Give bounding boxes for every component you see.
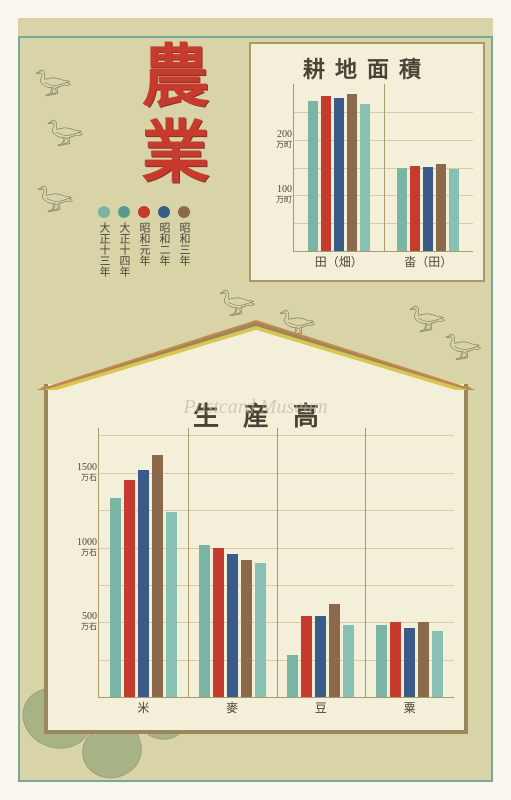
bar — [432, 631, 443, 697]
legend-dot — [158, 206, 170, 218]
page-title: 農業 — [120, 40, 219, 192]
top-chart-plot: 100万町200万町田（畑）畓（田） — [293, 84, 473, 252]
bar — [423, 167, 433, 251]
bar — [227, 554, 238, 697]
bar — [110, 498, 121, 697]
bar — [334, 98, 344, 251]
legend-dot — [118, 206, 130, 218]
legend-item: 大正十三年 — [96, 206, 112, 277]
bar — [360, 104, 370, 251]
legend-label: 大正十三年 — [96, 222, 112, 277]
legend-item: 昭和二年 — [156, 206, 172, 277]
bar — [152, 455, 163, 697]
bird-icon: 𓅬 — [45, 107, 87, 154]
top-chart: 耕地面積 100万町200万町田（畑）畓（田） — [249, 42, 485, 282]
bottom-chart-plot: 500万石1000万石1500万石米麥豆粟 — [98, 428, 454, 698]
bar — [390, 622, 401, 697]
bar — [343, 625, 354, 697]
legend-label: 昭和三年 — [176, 222, 192, 266]
legend-item: 大正十四年 — [116, 206, 132, 277]
legend-dot — [178, 206, 190, 218]
house-roof — [40, 324, 472, 388]
legend-label: 大正十四年 — [116, 222, 132, 277]
bar — [436, 164, 446, 251]
bottom-chart: 生産高 500万石1000万石1500万石米麥豆粟 — [44, 324, 468, 734]
bar — [255, 563, 266, 698]
bar — [376, 625, 387, 697]
y-tick: 100万町 — [252, 185, 294, 205]
bar — [124, 480, 135, 697]
bird-icon: 𓅬 — [33, 57, 75, 104]
bar — [241, 560, 252, 697]
bar — [287, 655, 298, 697]
bar — [301, 616, 312, 697]
bar — [315, 616, 326, 697]
legend-item: 昭和元年 — [136, 206, 152, 277]
legend-dot — [138, 206, 150, 218]
y-tick: 200万町 — [252, 130, 294, 150]
bar — [213, 548, 224, 697]
top-chart-title: 耕地面積 — [251, 52, 483, 84]
y-tick: 1000万石 — [57, 538, 99, 558]
y-tick: 500万石 — [57, 612, 99, 632]
bar — [418, 622, 429, 697]
bar — [329, 604, 340, 697]
legend-label: 昭和二年 — [156, 222, 172, 266]
category-label: 畓（田） — [384, 251, 474, 270]
bar — [199, 545, 210, 697]
bar — [449, 169, 459, 251]
bar — [410, 166, 420, 251]
category-label: 田（畑） — [294, 251, 384, 270]
y-tick: 1500万石 — [57, 463, 99, 483]
category-label: 粟 — [365, 697, 454, 716]
legend-item: 昭和三年 — [176, 206, 192, 277]
bar — [321, 96, 331, 251]
category-label: 麥 — [188, 697, 277, 716]
category-label: 豆 — [277, 697, 366, 716]
legend: 大正十三年大正十四年昭和元年昭和二年昭和三年 — [94, 206, 194, 277]
bar — [166, 512, 177, 697]
legend-label: 昭和元年 — [136, 222, 152, 266]
bar — [404, 628, 415, 697]
bar — [308, 101, 318, 251]
bird-icon: 𓅬 — [217, 277, 259, 324]
category-label: 米 — [99, 697, 188, 716]
bird-icon: 𓅬 — [35, 173, 77, 220]
bar — [347, 94, 357, 251]
legend-dot — [98, 206, 110, 218]
bar — [138, 470, 149, 697]
bar — [397, 168, 407, 252]
